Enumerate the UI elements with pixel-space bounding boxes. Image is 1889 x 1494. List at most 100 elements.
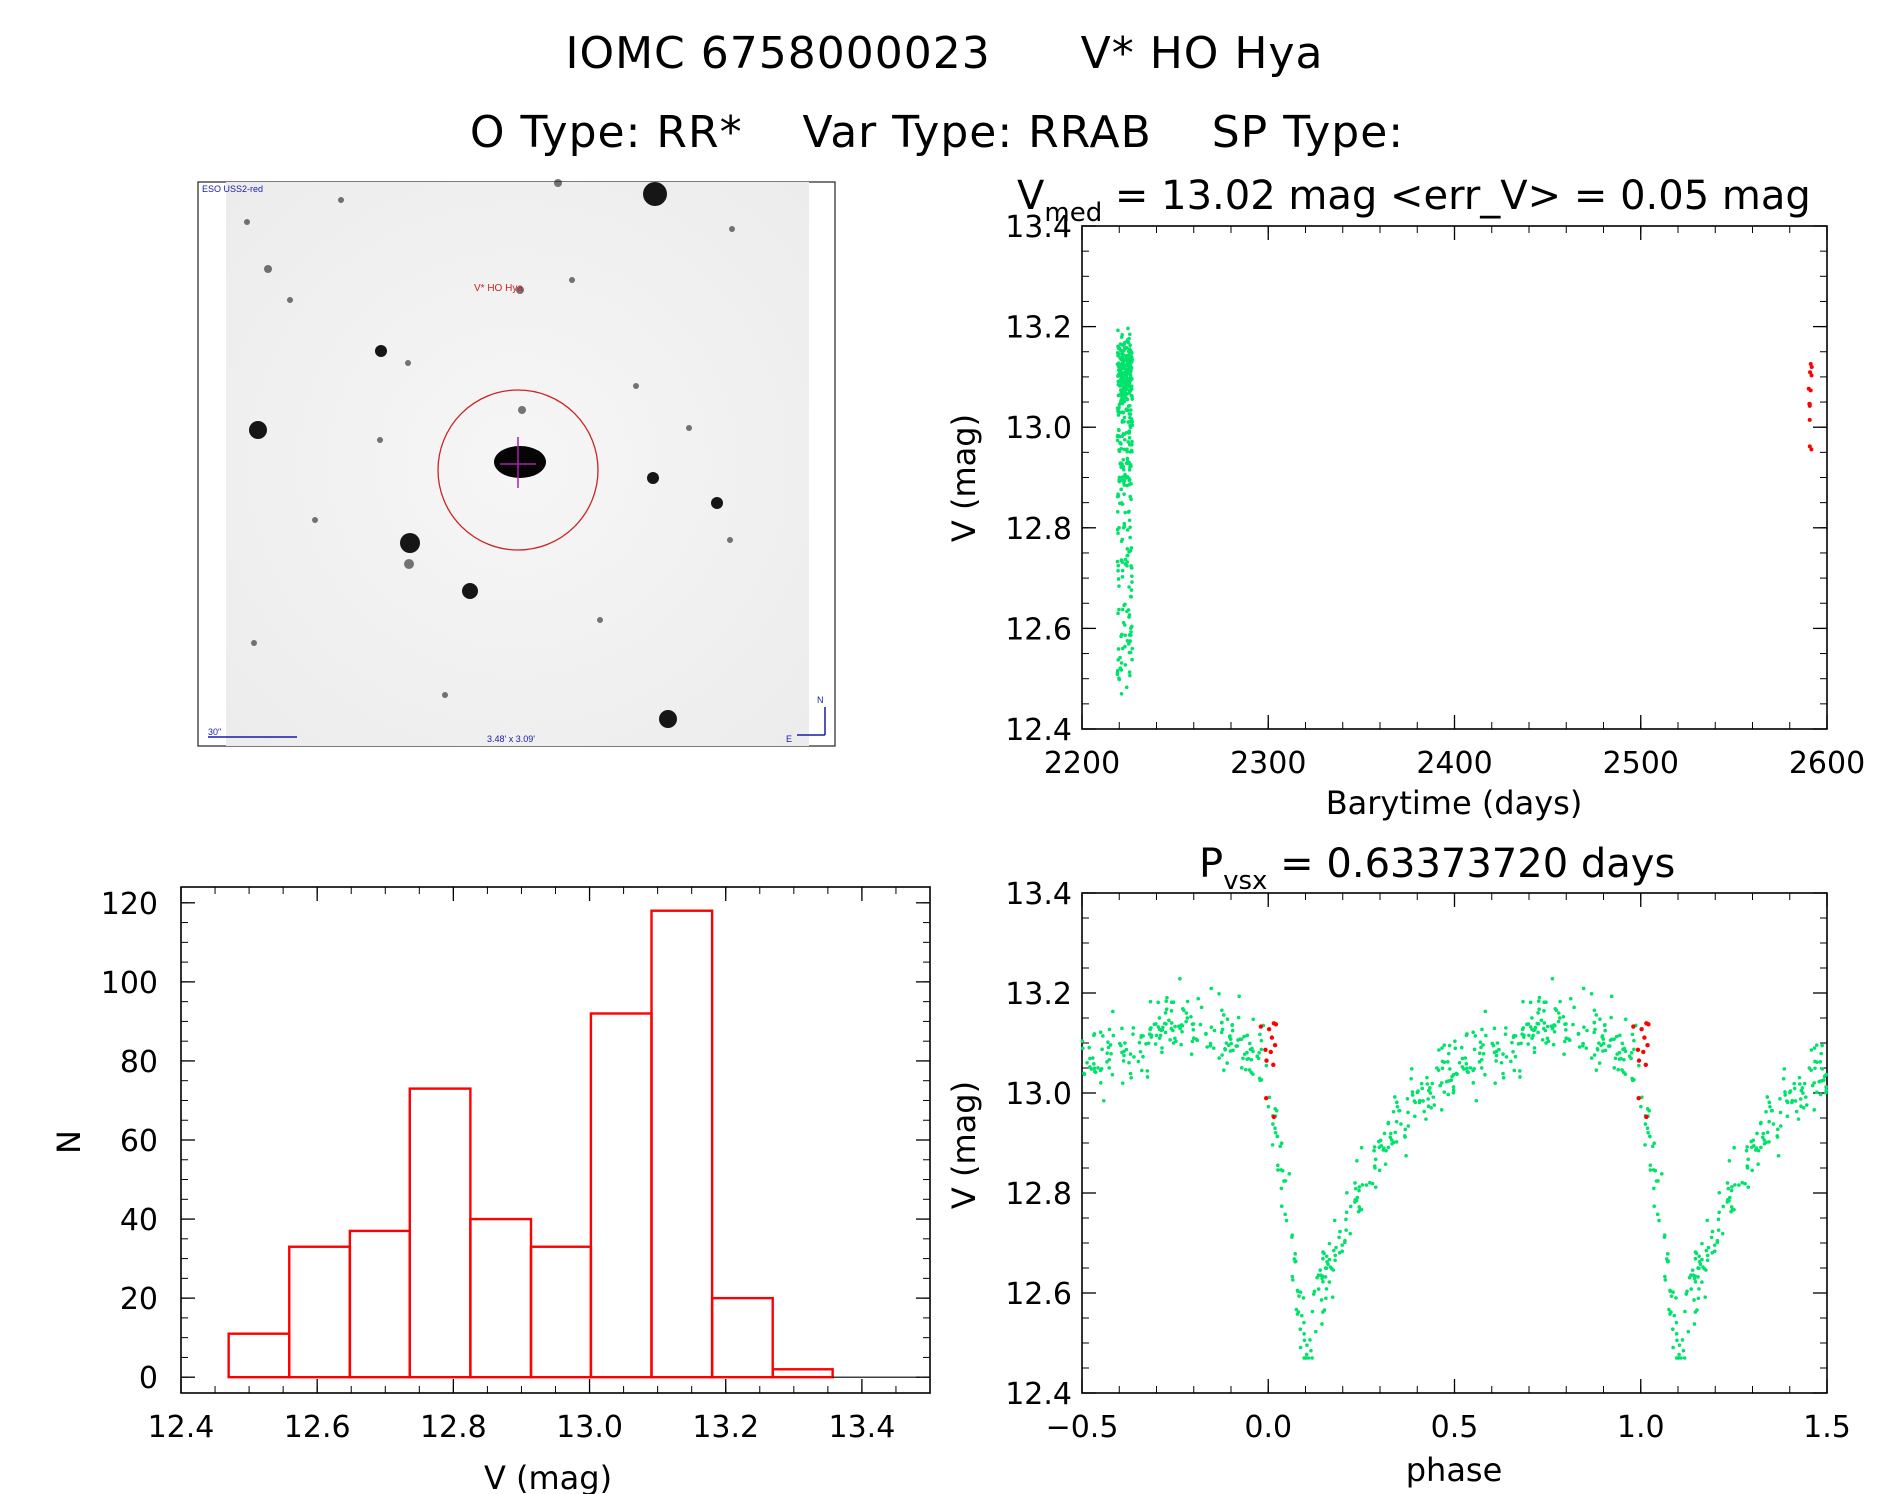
phased-point bbox=[1154, 1022, 1158, 1026]
phased-point bbox=[1511, 1049, 1515, 1054]
phased-point bbox=[1117, 1041, 1122, 1046]
phased-point bbox=[1528, 1025, 1533, 1029]
phased-point bbox=[1147, 1032, 1152, 1036]
phased-point bbox=[1764, 1109, 1768, 1114]
phased-point bbox=[1561, 1014, 1566, 1019]
phased-point bbox=[1357, 1188, 1361, 1193]
phased-point bbox=[1355, 1158, 1359, 1163]
phased-point bbox=[1797, 1075, 1802, 1080]
lightcurve-point bbox=[1121, 410, 1126, 415]
phased-point bbox=[1657, 1218, 1661, 1223]
phased-point-red bbox=[1642, 1035, 1647, 1040]
star-id: IOMC 6758000023 bbox=[565, 28, 991, 79]
lightcurve-point bbox=[1130, 423, 1135, 428]
phased-point bbox=[1333, 1258, 1337, 1263]
phased-point bbox=[1767, 1100, 1772, 1105]
lightcurve-point bbox=[1124, 368, 1128, 373]
phased-point bbox=[1542, 1000, 1546, 1005]
y-tick-label: 13.2 bbox=[1005, 311, 1072, 346]
phased-point bbox=[1164, 999, 1169, 1003]
phased-point bbox=[1693, 1279, 1698, 1284]
phased-point bbox=[1564, 1028, 1568, 1032]
phased-point bbox=[1311, 1292, 1316, 1296]
phased-point bbox=[1392, 1095, 1397, 1099]
lightcurve-point bbox=[1119, 668, 1124, 672]
phased-point bbox=[1386, 1121, 1390, 1126]
phased-point bbox=[1273, 1126, 1277, 1131]
phased-point bbox=[1820, 1067, 1825, 1071]
phased-point bbox=[1440, 1066, 1445, 1071]
phased-point bbox=[1665, 1259, 1670, 1264]
lightcurve-point bbox=[1123, 390, 1127, 394]
phased-point bbox=[1246, 1056, 1251, 1061]
phased-point bbox=[1630, 1078, 1635, 1083]
phased-point bbox=[1127, 1060, 1131, 1065]
lightcurve-title-main: V bbox=[1017, 173, 1045, 219]
finder-target-label: V* HO Hya bbox=[474, 283, 523, 294]
x-tick-label: 12.4 bbox=[148, 1410, 215, 1445]
phased-point bbox=[1146, 1041, 1151, 1046]
phased-point bbox=[1725, 1200, 1730, 1204]
histogram-ylabel: N bbox=[50, 1130, 88, 1154]
phased-point bbox=[1107, 1027, 1112, 1032]
phased-point bbox=[1453, 1046, 1458, 1051]
phased-point bbox=[1220, 1020, 1224, 1025]
lightcurve-point-red bbox=[1809, 373, 1814, 378]
histogram-axes: 12.4 12.6 12.8 13.0 13.2 13.4 0 20 40 60 80 100 120 bbox=[101, 887, 931, 1445]
phased-point bbox=[1762, 1141, 1767, 1146]
phased-point bbox=[1294, 1307, 1299, 1312]
compass-north: N bbox=[817, 695, 824, 705]
y-tick-label: 13.2 bbox=[1005, 977, 1072, 1012]
finder-star bbox=[287, 297, 293, 303]
phased-point bbox=[1683, 1309, 1687, 1314]
y-tick-label: 120 bbox=[101, 887, 158, 922]
phased-point bbox=[1589, 991, 1594, 996]
lightcurve-point bbox=[1117, 677, 1122, 682]
lightcurve-point bbox=[1127, 509, 1131, 514]
phased-point bbox=[1131, 1032, 1135, 1036]
phased-point bbox=[1809, 1048, 1814, 1052]
lightcurve-point bbox=[1117, 448, 1121, 452]
phased-point bbox=[1256, 1056, 1261, 1061]
phased-point bbox=[1812, 1108, 1817, 1112]
phased-point bbox=[1181, 1008, 1186, 1012]
phased-point bbox=[1813, 1059, 1817, 1064]
phased-point bbox=[1230, 1022, 1235, 1027]
phased-point bbox=[1494, 1059, 1498, 1063]
phased-point bbox=[1584, 1046, 1589, 1050]
phased-point bbox=[1274, 1108, 1279, 1113]
phased-point bbox=[1333, 1253, 1338, 1258]
phased-point bbox=[1545, 1036, 1550, 1041]
lightcurve-point bbox=[1115, 671, 1120, 675]
phased-point bbox=[1447, 1079, 1452, 1083]
x-tick-label: 2500 bbox=[1603, 746, 1679, 781]
phased-title-rest: = 0.63373720 days bbox=[1267, 841, 1675, 887]
phased-point bbox=[1278, 1144, 1283, 1149]
lightcurve-point bbox=[1123, 472, 1127, 477]
finder-star bbox=[405, 360, 411, 366]
phased-point bbox=[1358, 1208, 1362, 1212]
phased-point bbox=[1290, 1233, 1295, 1237]
phased-point bbox=[1756, 1162, 1760, 1166]
phased-point bbox=[1334, 1245, 1338, 1250]
phased-point bbox=[1737, 1183, 1741, 1187]
phased-point bbox=[1276, 1163, 1280, 1168]
x-tick-label: 2600 bbox=[1789, 746, 1865, 781]
histogram-bar bbox=[710, 1296, 774, 1379]
phased-point bbox=[1217, 1056, 1221, 1060]
phased-point-red bbox=[1635, 1047, 1641, 1052]
phased-point bbox=[1324, 1266, 1329, 1271]
phased-point bbox=[1338, 1229, 1342, 1234]
phased-point bbox=[1700, 1241, 1704, 1246]
phased-point bbox=[1156, 1025, 1161, 1029]
phased-point bbox=[1309, 1348, 1313, 1353]
phased-point bbox=[1226, 1043, 1231, 1048]
lightcurve-point bbox=[1117, 475, 1122, 480]
lightcurve-point bbox=[1124, 387, 1129, 392]
phased-point bbox=[1276, 1168, 1280, 1172]
y-tick-label: 60 bbox=[120, 1124, 158, 1159]
phased-point bbox=[1818, 1060, 1823, 1064]
phased-point bbox=[1612, 1066, 1617, 1070]
histogram-bar bbox=[348, 1229, 411, 1379]
otype-value: RR* bbox=[656, 107, 743, 158]
